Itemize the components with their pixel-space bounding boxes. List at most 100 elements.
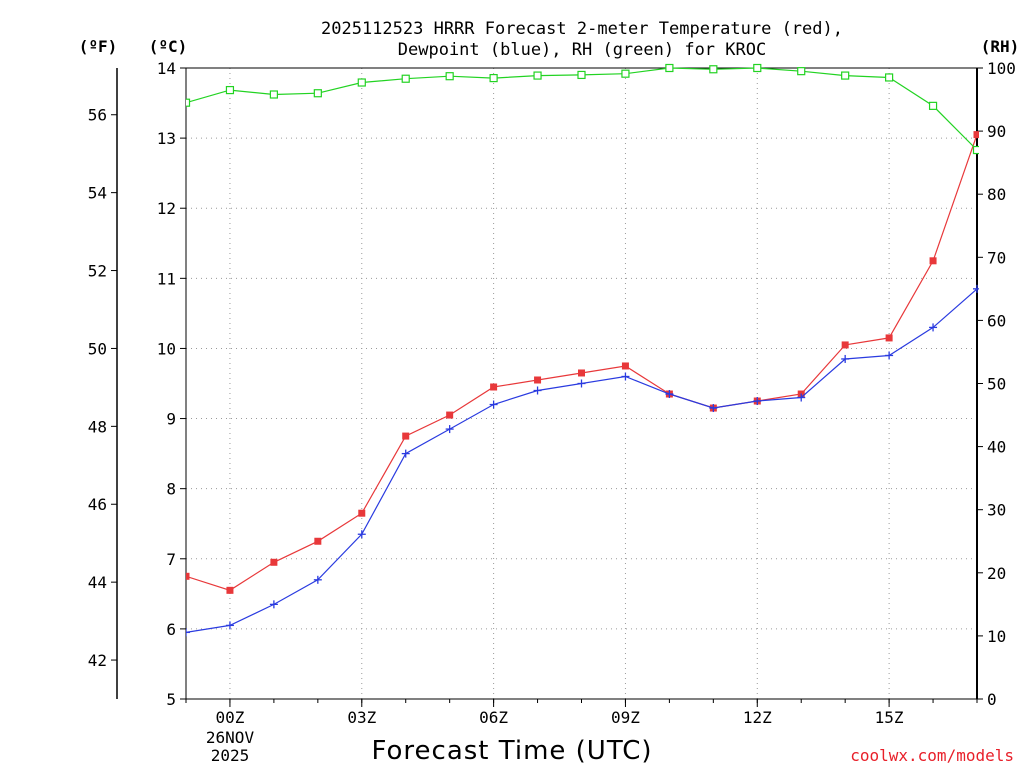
temperature-point: [885, 334, 893, 342]
fahrenheit-tick-label: 48: [88, 417, 107, 436]
dewpoint-point: [885, 351, 894, 360]
celsius-tick-label: 11: [157, 269, 176, 288]
rh-tick-label: 90: [987, 122, 1006, 141]
fahrenheit-unit-label: (ºF): [79, 37, 118, 56]
dewpoint-point: [621, 372, 630, 381]
dewpoint-point: [797, 393, 806, 402]
rh-point: [357, 78, 366, 87]
rh-point: [489, 73, 498, 83]
x-tick-label: 03Z: [347, 708, 376, 727]
grid: [186, 68, 977, 699]
temperature-point: [226, 586, 234, 594]
rh-point: [841, 71, 850, 80]
dewpoint-line: [186, 288, 978, 633]
rh-point: [269, 90, 278, 99]
x-axis-title: Forecast Time (UTC): [371, 736, 652, 766]
rh-point: [885, 73, 894, 82]
dewpoint-point: [841, 354, 850, 363]
rh-tick-label: 100: [987, 59, 1016, 78]
dewpoint-point: [709, 404, 718, 413]
dewpoint-point: [577, 379, 586, 388]
chart-title-line1: 2025112523 HRRR Forecast 2-meter Tempera…: [321, 19, 843, 39]
rh-point: [621, 69, 630, 78]
temperature-point: [186, 572, 190, 580]
celsius-unit-label: (ºC): [149, 37, 188, 56]
x-tick-label: 09Z: [611, 708, 640, 727]
dewpoint-point: [665, 390, 674, 399]
dewpoint-point: [489, 400, 498, 409]
celsius-tick-label: 10: [157, 339, 176, 358]
rh-point: [709, 65, 718, 74]
rh-point: [577, 70, 586, 80]
celsius-tick-label: 7: [166, 550, 176, 569]
dewpoint-point: [269, 600, 278, 609]
celsius-tick-label: 6: [166, 620, 176, 639]
dewpoint-series: [186, 284, 979, 637]
rh-unit-label: (RH): [981, 37, 1020, 56]
temperature-point: [929, 257, 937, 265]
rh-point: [533, 71, 542, 80]
temperature-point: [358, 509, 366, 517]
temperature-point: [490, 383, 498, 391]
rh-point: [753, 63, 762, 73]
series: [186, 63, 979, 637]
rh-tick-label: 20: [987, 564, 1006, 583]
dewpoint-point: [533, 386, 542, 395]
fahrenheit-tick-label: 42: [88, 651, 107, 670]
celsius-tick-label: 5: [166, 690, 176, 709]
chart-title-line2: Dewpoint (blue), RH (green) for KROC: [398, 40, 766, 60]
temperature-series: [186, 131, 979, 594]
temperature-point: [621, 362, 629, 370]
temperature-point: [973, 131, 979, 139]
temperature-point: [314, 537, 322, 545]
rh-point: [313, 89, 322, 98]
celsius-tick-label: 13: [157, 129, 176, 148]
rh-tick-label: 0: [987, 690, 997, 709]
axes: 5678910111213144244464850525456010203040…: [88, 59, 1016, 727]
x-tick-label: 00Z: [215, 708, 244, 727]
rh-point: [972, 145, 979, 155]
temperature-point: [446, 411, 454, 419]
rh-tick-label: 30: [987, 501, 1006, 520]
fahrenheit-tick-label: 50: [88, 339, 107, 358]
rh-point: [445, 72, 454, 81]
rh-tick-label: 60: [987, 311, 1006, 330]
rh-point: [665, 63, 674, 73]
temperature-point: [841, 341, 849, 349]
rh-tick-label: 70: [987, 248, 1006, 267]
credit-link[interactable]: coolwx.com/models: [850, 746, 1014, 765]
celsius-tick-label: 12: [157, 199, 176, 218]
dewpoint-point: [186, 628, 190, 637]
rh-tick-label: 10: [987, 627, 1006, 646]
rh-point: [186, 98, 191, 107]
dewpoint-point: [401, 449, 410, 458]
rh-point: [401, 74, 410, 83]
date-label-day: 26NOV: [206, 728, 255, 747]
x-tick-label: 12Z: [743, 708, 772, 727]
dewpoint-point: [973, 284, 979, 293]
rh-series: [186, 63, 979, 155]
temperature-point: [534, 376, 542, 384]
rh-tick-label: 50: [987, 375, 1006, 394]
date-label-year: 2025: [211, 746, 250, 765]
celsius-tick-label: 14: [157, 59, 176, 78]
rh-point: [928, 101, 938, 110]
rh-point: [797, 67, 806, 76]
dewpoint-point: [445, 425, 454, 434]
dewpoint-point: [357, 530, 366, 539]
fahrenheit-tick-label: 46: [88, 495, 107, 514]
dewpoint-point: [313, 575, 322, 584]
rh-point: [225, 85, 235, 95]
temperature-point: [402, 432, 410, 440]
fahrenheit-tick-label: 52: [88, 262, 107, 281]
temperature-line: [186, 134, 978, 591]
x-tick-label: 15Z: [875, 708, 904, 727]
rh-tick-label: 80: [987, 185, 1006, 204]
celsius-tick-label: 8: [166, 480, 176, 499]
temperature-point: [270, 558, 278, 566]
x-tick-label: 06Z: [479, 708, 508, 727]
dewpoint-point: [225, 621, 234, 630]
fahrenheit-tick-label: 44: [88, 573, 107, 592]
fahrenheit-tick-label: 56: [88, 106, 107, 125]
